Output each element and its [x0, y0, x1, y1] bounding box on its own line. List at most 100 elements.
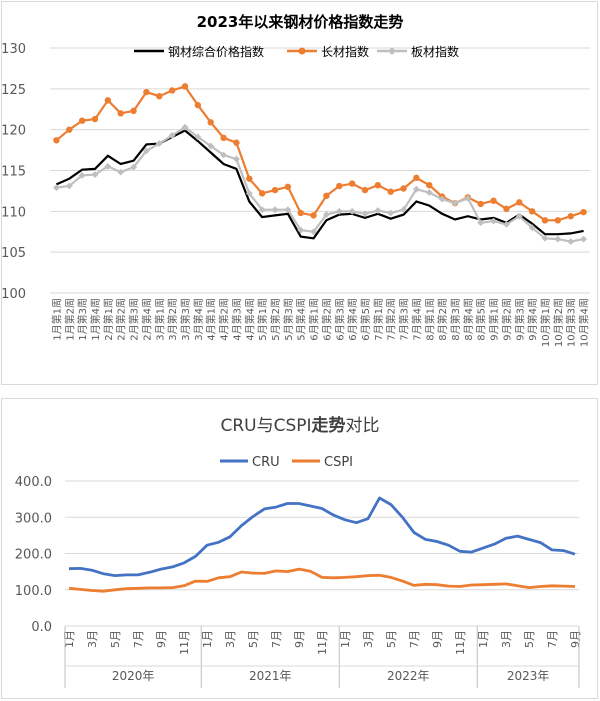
- x-tick-label: 2月第1周: [102, 298, 115, 341]
- year-label: 2020年: [112, 669, 155, 683]
- data-point: [297, 226, 305, 234]
- data-point: [53, 137, 60, 144]
- chart-title: 2023年以来钢材价格指数走势: [197, 13, 404, 31]
- data-point: [361, 186, 369, 194]
- data-point: [515, 212, 523, 220]
- x-tick-label: 9月: [569, 630, 582, 648]
- data-point: [464, 194, 472, 202]
- data-point: [271, 206, 279, 214]
- legend-marker: [388, 47, 396, 55]
- y-tick-label: 120: [2, 124, 26, 139]
- data-point: [438, 195, 446, 203]
- x-tick-label: 3月第4周: [192, 298, 205, 341]
- data-point: [65, 182, 73, 190]
- y-tick-label: 110: [2, 205, 26, 220]
- series-line: [68, 567, 576, 593]
- y-tick-label: 0.0: [31, 620, 52, 635]
- data-point: [451, 199, 459, 207]
- data-point: [567, 213, 574, 220]
- x-tick-label: 5月: [109, 630, 122, 648]
- x-tick-label: 1月: [63, 630, 76, 648]
- data-point: [374, 182, 382, 189]
- series-line: [68, 496, 576, 578]
- x-tick-label: 8月第1周: [423, 298, 436, 341]
- legend-label: 长材指数: [321, 44, 369, 59]
- x-tick-label: 4月第4周: [243, 298, 256, 341]
- data-point: [284, 183, 292, 191]
- x-tick-label: 7月第4周: [410, 298, 423, 341]
- x-tick-label: 3月第1周: [153, 298, 166, 341]
- data-point: [336, 182, 343, 190]
- x-tick-label: 7月: [408, 630, 421, 648]
- year-label: 2023年: [507, 669, 550, 683]
- data-point: [246, 175, 253, 182]
- steel-index-chart: 2023年以来钢材价格指数走势 100 105 110 115 120 125 130 1月第1…: [2, 13, 591, 347]
- x-tick-label: 5月: [523, 630, 536, 648]
- data-point: [258, 206, 266, 214]
- x-tick-label: 7月第2周: [385, 298, 398, 341]
- x-tick-label: 7月: [132, 630, 145, 648]
- x-tick-label: 5月: [247, 630, 260, 648]
- data-point: [361, 210, 369, 218]
- x-tick-label: 9月第4周: [526, 298, 539, 341]
- x-tick-label: 1月: [477, 630, 490, 648]
- data-point: [400, 185, 407, 192]
- data-point: [477, 200, 484, 208]
- data-point: [297, 209, 304, 217]
- x-tick-label: 6月第4周: [346, 298, 359, 341]
- data-point: [117, 110, 124, 117]
- x-tick-label: 5月: [385, 630, 398, 648]
- data-point: [580, 235, 587, 243]
- x-tick-label: 5月第1周: [256, 298, 269, 341]
- x-tick-label: 4月第3周: [230, 298, 243, 341]
- x-tick-label: 11月: [454, 630, 467, 655]
- y-tick-label: 300.0: [15, 511, 52, 526]
- data-point: [310, 228, 317, 236]
- x-tick-label: 7月: [546, 630, 559, 648]
- data-point: [541, 234, 549, 242]
- data-point: [66, 126, 73, 133]
- data-point: [207, 142, 215, 150]
- x-tick-label: 9月第1周: [488, 298, 501, 341]
- data-point: [541, 217, 549, 224]
- data-point: [413, 174, 420, 182]
- data-point: [220, 151, 227, 159]
- data-point: [271, 186, 279, 194]
- data-point: [323, 192, 330, 200]
- x-tick-label: 8月第2周: [436, 298, 449, 341]
- x-tick-label: 4月第1周: [205, 298, 218, 341]
- x-tick-label: 5月第4周: [295, 298, 308, 341]
- x-tick-label: 10月第4周: [578, 298, 591, 347]
- x-tick-label: 5月第2周: [269, 298, 282, 341]
- cru-cspi-chart: CRU与CSPI走势对比 0.0 100.0 200.0 300.0 400.0 1月 3月 5…: [15, 415, 582, 688]
- data-point: [528, 224, 536, 232]
- x-tick-label: 11月: [178, 630, 191, 655]
- x-tick-label: 3月: [224, 630, 237, 648]
- data-point: [567, 238, 575, 245]
- data-point: [207, 119, 214, 126]
- data-point: [233, 139, 240, 146]
- data-point: [143, 147, 150, 155]
- data-point: [155, 140, 163, 147]
- x-tick-label: 3月: [500, 630, 513, 648]
- x-tick-label: 7月: [270, 630, 283, 648]
- x-tick-label: 9月: [155, 630, 168, 648]
- data-point: [143, 88, 150, 96]
- data-point: [91, 171, 99, 178]
- data-point: [78, 172, 86, 179]
- x-tick-label: 8月第5周: [475, 298, 488, 341]
- data-point: [117, 168, 125, 176]
- x-tick-label: 5月第3周: [282, 298, 295, 341]
- x-tick-label: 9月: [431, 630, 444, 648]
- data-point: [91, 115, 99, 123]
- x-tick-label: 1月: [201, 630, 214, 648]
- y-tick-label: 115: [2, 165, 26, 180]
- data-point: [503, 221, 510, 228]
- x-tick-label: 10月第1周: [539, 298, 552, 347]
- data-point: [284, 206, 292, 214]
- x-tick-label: 11月: [316, 630, 329, 655]
- data-point: [387, 188, 394, 195]
- legend-label: 钢材综合价格指数: [168, 44, 264, 59]
- data-point: [78, 117, 86, 124]
- x-tick-label: 6月第1周: [308, 298, 321, 341]
